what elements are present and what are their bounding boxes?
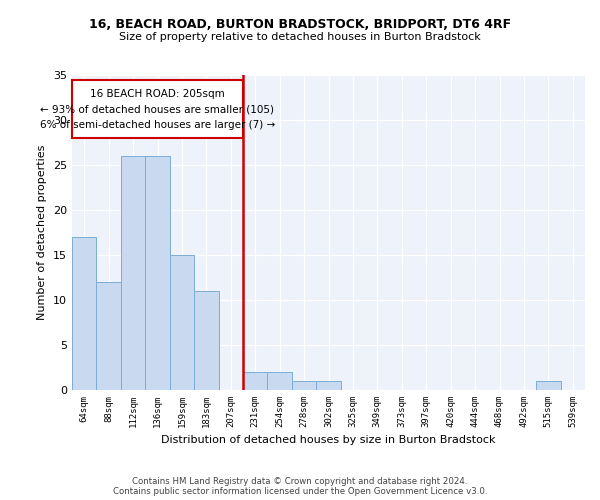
Text: Size of property relative to detached houses in Burton Bradstock: Size of property relative to detached ho… [119, 32, 481, 42]
Bar [72, 237, 97, 390]
Bar [170, 255, 194, 390]
Bar [97, 282, 121, 390]
Text: 16, BEACH ROAD, BURTON BRADSTOCK, BRIDPORT, DT6 4RF: 16, BEACH ROAD, BURTON BRADSTOCK, BRIDPO… [89, 18, 511, 30]
Bar [292, 381, 316, 390]
Text: Contains public sector information licensed under the Open Government Licence v3: Contains public sector information licen… [113, 487, 487, 496]
Text: ← 93% of detached houses are smaller (105): ← 93% of detached houses are smaller (10… [41, 104, 275, 115]
FancyBboxPatch shape [72, 80, 243, 138]
Bar [243, 372, 268, 390]
Bar [268, 372, 292, 390]
Text: 16 BEACH ROAD: 205sqm: 16 BEACH ROAD: 205sqm [90, 90, 225, 100]
Bar [194, 291, 218, 390]
X-axis label: Distribution of detached houses by size in Burton Bradstock: Distribution of detached houses by size … [161, 436, 496, 446]
Text: Contains HM Land Registry data © Crown copyright and database right 2024.: Contains HM Land Registry data © Crown c… [132, 477, 468, 486]
Bar [145, 156, 170, 390]
Bar [316, 381, 341, 390]
Y-axis label: Number of detached properties: Number of detached properties [37, 145, 47, 320]
Bar [536, 381, 560, 390]
Text: 6% of semi-detached houses are larger (7) →: 6% of semi-detached houses are larger (7… [40, 120, 275, 130]
Bar [121, 156, 145, 390]
